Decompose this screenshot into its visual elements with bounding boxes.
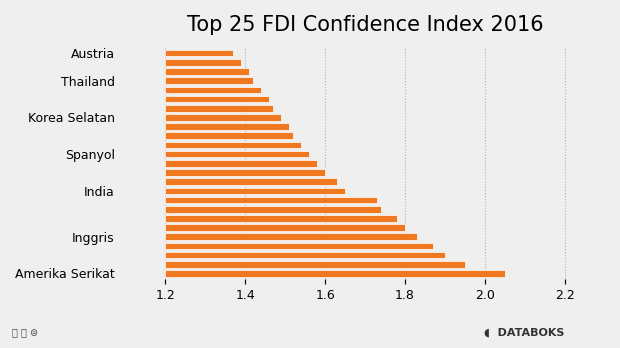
Bar bbox=[165, 234, 417, 240]
Bar bbox=[165, 142, 301, 148]
Text: Ⓒ Ⓘ ⊜: Ⓒ Ⓘ ⊜ bbox=[12, 327, 38, 338]
Bar bbox=[165, 169, 325, 176]
Text: ◖  DATABOKS: ◖ DATABOKS bbox=[484, 327, 564, 338]
Bar bbox=[165, 50, 233, 56]
Title: Top 25 FDI Confidence Index 2016: Top 25 FDI Confidence Index 2016 bbox=[187, 15, 543, 35]
Bar bbox=[165, 133, 293, 139]
Bar bbox=[165, 270, 505, 277]
Bar bbox=[165, 123, 289, 130]
Bar bbox=[165, 261, 465, 268]
Bar bbox=[165, 114, 281, 121]
Bar bbox=[165, 224, 405, 231]
Bar bbox=[165, 77, 253, 84]
Bar bbox=[165, 151, 309, 157]
Bar bbox=[165, 68, 249, 75]
Bar bbox=[165, 179, 337, 185]
Bar bbox=[165, 243, 433, 249]
Bar bbox=[165, 105, 273, 112]
Bar bbox=[165, 160, 317, 167]
Bar bbox=[165, 59, 241, 66]
Bar bbox=[165, 215, 397, 222]
Bar bbox=[165, 206, 381, 213]
Bar bbox=[165, 96, 269, 102]
Bar bbox=[165, 87, 261, 93]
Bar bbox=[165, 188, 345, 194]
Bar bbox=[165, 197, 377, 203]
Bar bbox=[165, 252, 445, 259]
